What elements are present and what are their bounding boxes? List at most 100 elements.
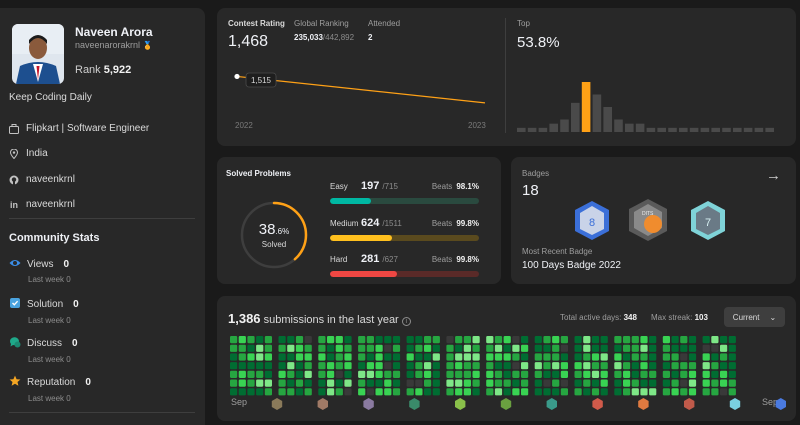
heatmap-cell	[702, 379, 710, 387]
monthly-badge-icon	[729, 398, 741, 410]
heatmap-cell	[247, 344, 255, 352]
heatmap-cell	[591, 379, 600, 387]
heatmap-cell	[688, 344, 697, 352]
heatmap-cell	[415, 336, 423, 344]
heatmap-cell	[472, 353, 480, 361]
heatmap-cell	[688, 353, 697, 361]
heatmap-cell	[574, 388, 582, 396]
difficulty-progress-bar	[330, 271, 479, 277]
linkedin-link[interactable]: in naveenkrnl	[10, 199, 75, 210]
heatmap-cell	[662, 362, 670, 370]
heatmap-cell	[472, 370, 480, 378]
github-link[interactable]: naveenkrnl	[9, 174, 75, 185]
heatmap-cell	[512, 353, 520, 361]
info-icon[interactable]: i	[401, 317, 411, 326]
heatmap-cell	[406, 336, 414, 344]
heatmap-cell	[463, 344, 471, 352]
rating-line-chart[interactable]: 1,515 2022 2023	[217, 8, 502, 146]
heatmap-cell	[455, 344, 463, 352]
heatmap-cell	[406, 344, 414, 352]
contest-rating-card: Contest Rating 1,468 Global Ranking 235,…	[217, 8, 796, 146]
heatmap-cell	[264, 362, 272, 370]
heatmap-cell	[534, 370, 542, 378]
histogram-bar	[560, 119, 569, 132]
heatmap-cell	[247, 370, 255, 378]
heatmap-cell	[247, 353, 255, 361]
heatmap-cell	[327, 353, 335, 361]
heatmap-cell	[358, 362, 366, 370]
histogram-bar	[538, 127, 548, 132]
heatmap-cell	[671, 362, 679, 370]
heatmap-cell	[512, 344, 520, 352]
heatmap-cell	[631, 370, 639, 378]
heatmap-cell	[552, 344, 560, 352]
rating-line-series	[236, 75, 486, 104]
heatmap-cell	[583, 388, 591, 396]
heatmap-cell	[424, 353, 432, 361]
difficulty-easy: Easy 197/715 Beats 98.1%	[330, 180, 479, 204]
global-ranking-label: Global Ranking	[294, 19, 349, 28]
solution-icon	[9, 297, 21, 312]
heatmap-cell	[560, 370, 568, 378]
heatmap-cell	[574, 344, 582, 352]
heatmap-cell	[640, 388, 648, 396]
heatmap-cell	[463, 353, 471, 361]
solved-label: Solved	[261, 240, 287, 249]
arrow-right-icon[interactable]: →	[766, 167, 781, 184]
heatmap-cell	[623, 353, 631, 361]
badges-card: Badges 18 → 8 DITS 7 Most Recent Badge 1…	[511, 157, 796, 284]
heatmap-cell	[728, 344, 736, 352]
histogram-bar	[517, 127, 526, 132]
star-icon	[9, 375, 21, 390]
avatar[interactable]	[12, 24, 64, 84]
heatmap-cell	[534, 379, 542, 387]
heatmap-cell	[335, 362, 343, 370]
heatmap-cell	[344, 362, 352, 370]
heatmap-cell	[358, 336, 366, 344]
heatmap-cell	[455, 388, 463, 396]
monthly-badge-icon	[455, 398, 466, 410]
heatmap-cell	[455, 336, 463, 344]
histogram-bar	[743, 127, 753, 132]
badges-label: Badges	[522, 169, 550, 178]
heatmap-cell	[406, 353, 414, 361]
heatmap-cell	[256, 344, 264, 352]
heatmap-cell	[392, 353, 401, 361]
heatmap-cell	[560, 388, 568, 396]
user-handle: naveenarorakrnl 🏅	[75, 40, 153, 50]
heatmap-cell	[662, 379, 670, 387]
heatmap-cell	[287, 336, 295, 344]
attended-label: Attended	[368, 19, 401, 28]
heatmap-cell	[631, 353, 639, 361]
heatmap-cell	[623, 370, 631, 378]
heatmap-cell	[631, 379, 639, 387]
heatmap-cell	[335, 353, 343, 361]
histogram-bar	[657, 127, 666, 132]
heatmap-cell	[432, 362, 440, 370]
monthly-badge-icon	[638, 398, 649, 410]
heatmap-cell	[335, 344, 343, 352]
heatmap-cell	[415, 362, 423, 370]
heatmap-cell	[415, 344, 423, 352]
histogram-bar	[603, 107, 612, 132]
heatmap-cell	[534, 344, 542, 352]
histogram-bar	[614, 119, 623, 132]
verified-icon: 🏅	[142, 41, 153, 50]
heatmap-cell	[574, 370, 582, 378]
heatmap-cell	[446, 336, 454, 344]
heatmap-cell	[543, 388, 551, 396]
heatmap-cell	[344, 388, 352, 396]
heatmap-cell	[256, 388, 264, 396]
heatmap-cell	[424, 336, 432, 344]
heatmap-cell	[728, 336, 736, 344]
heatmap-cell	[494, 353, 503, 361]
heatmap-cell	[560, 362, 568, 370]
heatmap-cell	[230, 344, 238, 352]
heatmap-cell	[463, 362, 471, 370]
badges-count: 18	[522, 182, 539, 199]
heatmap-cell	[600, 370, 608, 378]
heatmap-cell	[287, 379, 295, 387]
heatmap-cell	[287, 370, 295, 378]
heatmap-cell	[278, 336, 286, 344]
year-filter-dropdown[interactable]: Current ⌄	[724, 307, 785, 327]
